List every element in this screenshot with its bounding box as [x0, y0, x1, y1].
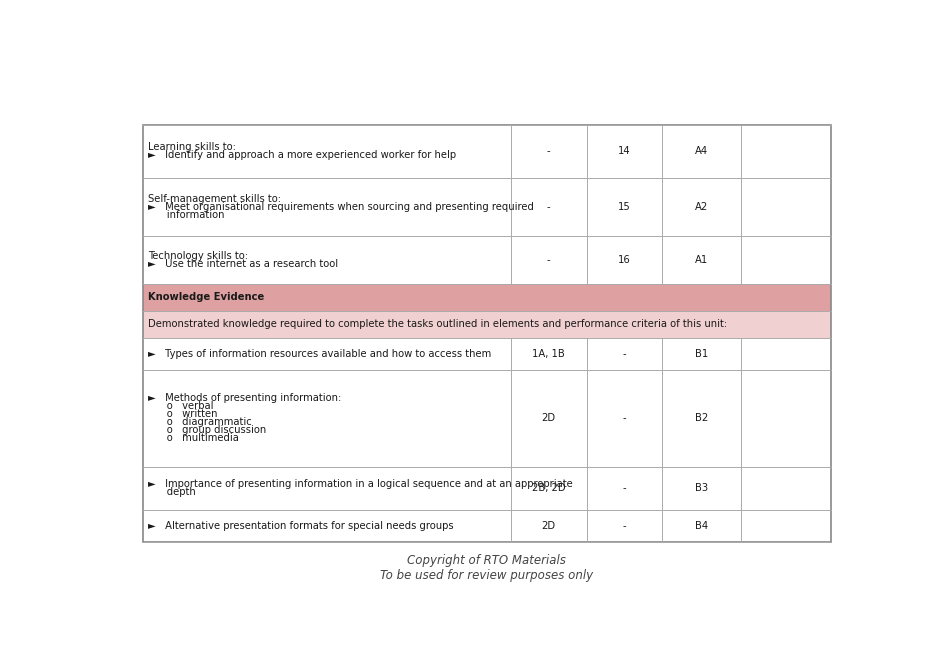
Text: 16: 16	[618, 255, 631, 265]
Text: To be used for review purposes only: To be used for review purposes only	[380, 569, 594, 583]
Text: A2: A2	[695, 202, 709, 212]
Bar	[143, 510, 830, 542]
Text: ►   Identify and approach a more experienced worker for help: ► Identify and approach a more experienc…	[148, 150, 456, 160]
Text: B4: B4	[695, 521, 709, 531]
Text: information: information	[148, 210, 225, 220]
Text: Technology skills to:: Technology skills to:	[148, 251, 248, 261]
Text: B2: B2	[695, 413, 709, 423]
Bar	[143, 311, 830, 338]
Text: Copyright of RTO Materials: Copyright of RTO Materials	[408, 554, 566, 566]
Text: depth: depth	[148, 487, 196, 497]
Text: ►   Use the internet as a research tool: ► Use the internet as a research tool	[148, 259, 338, 269]
Text: o   group discussion: o group discussion	[148, 425, 266, 435]
Text: -: -	[547, 146, 551, 156]
Text: B3: B3	[695, 483, 709, 493]
Text: 14: 14	[618, 146, 631, 156]
Text: Learning skills to:: Learning skills to:	[148, 142, 236, 152]
Text: -: -	[622, 521, 626, 531]
Bar	[143, 466, 830, 510]
Text: A1: A1	[695, 255, 709, 265]
Text: ►   Importance of presenting information in a logical sequence and at an appropr: ► Importance of presenting information i…	[148, 479, 573, 489]
Text: B1: B1	[695, 349, 709, 359]
Text: -: -	[622, 413, 626, 423]
Bar	[143, 284, 830, 311]
Bar	[143, 370, 830, 466]
Bar	[143, 338, 830, 370]
Text: -: -	[622, 483, 626, 493]
Text: Self-management skills to:: Self-management skills to:	[148, 194, 281, 204]
Text: o   verbal: o verbal	[148, 401, 214, 411]
Text: -: -	[547, 202, 551, 212]
Text: -: -	[547, 255, 551, 265]
Text: ►   Meet organisational requirements when sourcing and presenting required: ► Meet organisational requirements when …	[148, 202, 534, 212]
Text: ►   Types of information resources available and how to access them: ► Types of information resources availab…	[148, 349, 491, 359]
Text: A4: A4	[695, 146, 709, 156]
Text: 15: 15	[618, 202, 631, 212]
Bar	[143, 124, 830, 177]
Text: 2B, 2D: 2B, 2D	[532, 483, 565, 493]
Bar	[143, 236, 830, 284]
Text: Knowledge Evidence: Knowledge Evidence	[148, 292, 264, 302]
Text: ►   Methods of presenting information:: ► Methods of presenting information:	[148, 393, 341, 403]
Text: o   diagrammatic: o diagrammatic	[148, 417, 252, 427]
Text: o   multimedia: o multimedia	[148, 433, 239, 444]
Bar	[143, 124, 830, 542]
Text: -: -	[622, 349, 626, 359]
Text: 2D: 2D	[542, 413, 556, 423]
Text: o   written: o written	[148, 409, 218, 419]
Text: Demonstrated knowledge required to complete the tasks outlined in elements and p: Demonstrated knowledge required to compl…	[148, 319, 728, 329]
Bar	[143, 177, 830, 236]
Text: ►   Alternative presentation formats for special needs groups: ► Alternative presentation formats for s…	[148, 521, 454, 531]
Text: 1A, 1B: 1A, 1B	[532, 349, 565, 359]
Text: 2D: 2D	[542, 521, 556, 531]
